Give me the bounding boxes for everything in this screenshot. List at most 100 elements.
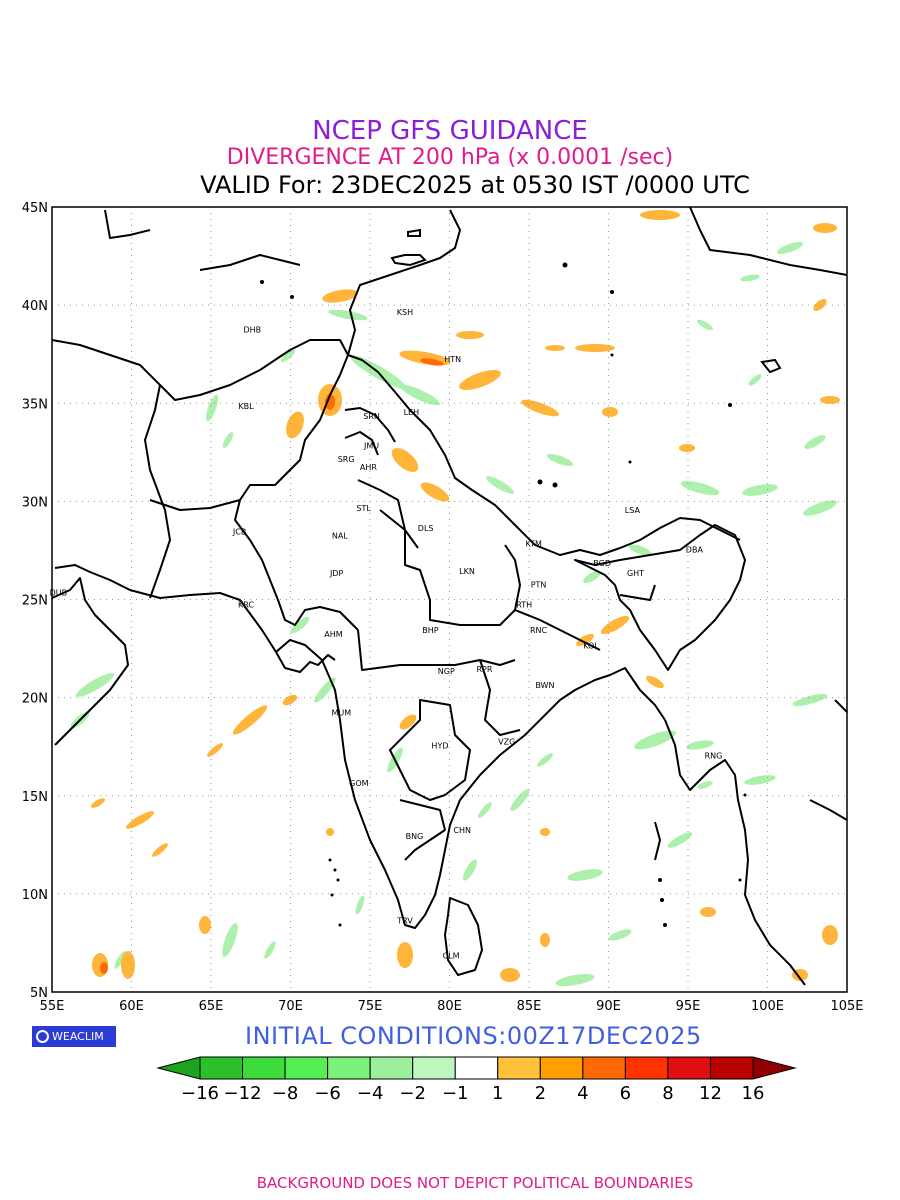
station-label: MUM [332, 708, 352, 717]
colorbar-swatch [242, 1056, 286, 1080]
lon-tick-label: 65E [199, 999, 224, 1014]
colorbar-tick-label: 2 [535, 1083, 546, 1104]
colorbar-swatch [582, 1056, 626, 1080]
boundary-lines [52, 207, 847, 986]
station-label: LSA [625, 506, 641, 515]
station-label: RPR [477, 665, 493, 674]
station-label: LEH [404, 408, 420, 417]
colorbar-tick-label: 6 [620, 1083, 631, 1104]
lat-tick-label: 25N [22, 594, 48, 609]
station-label: JCB [232, 528, 246, 537]
colorbar-right-arrow [752, 1056, 797, 1080]
colorbar-labels: −16 −12 −8 −6 −4 −2 −1 1 2 4 6 8 12 16 [181, 1083, 764, 1104]
station-label: RNC [530, 626, 548, 635]
lat-tick-label: 20N [22, 692, 48, 707]
lat-tick-label: 40N [22, 299, 48, 314]
colorbar-tick-label: 12 [699, 1083, 722, 1104]
station-label: CLM [443, 952, 460, 961]
station-label: RTH [516, 600, 532, 609]
station-label: JMU [363, 441, 379, 450]
lon-tick-label: 55E [40, 999, 65, 1014]
station-label: STL [356, 504, 371, 513]
islands [260, 262, 747, 927]
colorbar-tick-label: −16 [181, 1083, 219, 1104]
colorbar-tick-label: −8 [272, 1083, 299, 1104]
station-label: KRC [238, 600, 254, 609]
lon-tick-label: 90E [596, 999, 621, 1014]
station-label: HTN [444, 355, 461, 364]
station-label: TRV [396, 916, 413, 925]
station-label: RNG [705, 751, 723, 760]
colorbar-swatch [454, 1056, 499, 1080]
colorbar-tick-label: −1 [442, 1083, 469, 1104]
station-label: CHN [453, 826, 471, 835]
station-label: GOM [349, 779, 368, 788]
lon-tick-label: 75E [358, 999, 383, 1014]
plot-frame [51, 206, 848, 993]
station-label: DBA [686, 545, 704, 554]
station-label: BWN [535, 681, 554, 690]
colorbar-tick-label: −12 [224, 1083, 262, 1104]
station-label: DLS [418, 524, 434, 533]
station-label: HYD [431, 742, 448, 751]
station-label: KBL [238, 402, 254, 411]
station-label: SRG [338, 455, 355, 464]
footer-disclaimer: BACKGROUND DOES NOT DEPICT POLITICAL BOU… [256, 1174, 694, 1192]
lakes [390, 228, 782, 374]
valid-time-label: VALID For: 23DEC2025 at 0530 IST /0000 U… [200, 171, 750, 199]
logo-text: WEACLIM [52, 1030, 104, 1043]
lat-tick-label: 15N [22, 790, 48, 805]
longitude-labels: 55E 60E 65E 70E 75E 80E 85E 90E 95E 100E 105E [40, 999, 864, 1014]
station-label: KTM [526, 540, 543, 549]
lon-tick-label: 105E [830, 999, 863, 1014]
initial-conditions-label: INITIAL CONDITIONS:00Z17DEC2025 [245, 1022, 702, 1050]
station-label: DUB [50, 589, 68, 598]
colorbar-swatch [667, 1056, 711, 1080]
colorbar-swatch [624, 1056, 669, 1080]
station-label: SRN [363, 412, 380, 421]
lon-tick-label: 95E [676, 999, 701, 1014]
colorbar-tick-label: 8 [662, 1083, 673, 1104]
station-label: AHM [324, 630, 342, 639]
colorbar-tick-label: −4 [357, 1083, 384, 1104]
chart-title: NCEP GFS GUIDANCE [312, 116, 588, 146]
latitude-labels: 45N 40N 35N 30N 25N 20N 15N 10N 5N [22, 201, 48, 1001]
station-label: DHB [244, 326, 262, 335]
colorbar-swatch [709, 1056, 754, 1080]
weaclim-logo: WEACLIM [32, 1026, 116, 1047]
colorbar-swatch [539, 1056, 584, 1080]
lat-tick-label: 35N [22, 397, 48, 412]
lat-tick-label: 10N [22, 888, 48, 903]
lon-tick-label: 80E [437, 999, 462, 1014]
colorbar-swatch [284, 1056, 329, 1080]
chart-subtitle: DIVERGENCE AT 200 hPa (x 0.0001 /sec) [226, 145, 674, 170]
station-label: KOL [583, 642, 599, 651]
colorbar-tick-label: 1 [492, 1083, 503, 1104]
colorbar-tick-label: 4 [577, 1083, 588, 1104]
graticule [52, 207, 847, 992]
colorbar-swatch [497, 1056, 541, 1080]
station-label: LKN [459, 567, 475, 576]
station-label: BHP [422, 626, 439, 635]
colorbar [156, 1056, 797, 1080]
divergence-field [70, 210, 840, 987]
lon-tick-label: 85E [517, 999, 542, 1014]
lat-tick-label: 45N [22, 201, 48, 216]
station-label: VZG [498, 738, 515, 747]
colorbar-tick-label: 16 [742, 1083, 765, 1104]
lon-tick-label: 60E [119, 999, 144, 1014]
colorbar-swatch [369, 1056, 414, 1080]
station-label: AHR [360, 463, 377, 472]
station-label: NGP [438, 667, 455, 676]
station-label: BGD [593, 559, 611, 568]
station-label: NAL [332, 532, 348, 541]
lon-tick-label: 100E [751, 999, 784, 1014]
colorbar-tick-label: −6 [314, 1083, 341, 1104]
colorbar-swatch [412, 1056, 456, 1080]
lat-tick-label: 30N [22, 495, 48, 510]
colorbar-left-arrow [156, 1056, 201, 1080]
lat-tick-label: 5N [30, 986, 48, 1001]
lon-tick-label: 70E [278, 999, 303, 1014]
station-label: PTN [531, 581, 547, 590]
